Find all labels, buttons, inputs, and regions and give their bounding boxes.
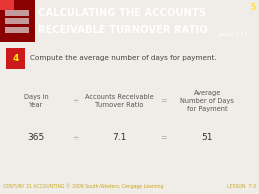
- Text: ÷: ÷: [72, 97, 78, 106]
- Bar: [0, 0, 14, 10]
- Bar: [6, 48, 25, 69]
- Text: RECEIVABLE TURNOVER RATIO: RECEIVABLE TURNOVER RATIO: [38, 25, 208, 35]
- Text: 7.1: 7.1: [112, 133, 126, 142]
- Text: 51: 51: [202, 133, 213, 142]
- Text: Days in
Year: Days in Year: [24, 94, 49, 108]
- Text: ÷: ÷: [72, 133, 78, 142]
- Text: Accounts Receivable
Turnover Ratio: Accounts Receivable Turnover Ratio: [85, 94, 154, 108]
- Text: page 211: page 211: [218, 32, 247, 37]
- Text: Compute the average number of days for payment.: Compute the average number of days for p…: [30, 55, 217, 61]
- Text: Average
Number of Days
for Payment: Average Number of Days for Payment: [180, 90, 234, 112]
- Text: 5: 5: [251, 3, 256, 12]
- Bar: [0, 0, 35, 42]
- Text: CALCULATING THE ACCOUNTS: CALCULATING THE ACCOUNTS: [38, 8, 206, 17]
- Text: LESSON  7-3: LESSON 7-3: [227, 184, 256, 189]
- Text: 365: 365: [28, 133, 45, 142]
- Text: CENTURY 21 ACCOUNTING © 2009 South-Western, Cengage Learning: CENTURY 21 ACCOUNTING © 2009 South-Weste…: [3, 183, 163, 189]
- Bar: [5, 18, 29, 24]
- Text: =: =: [160, 97, 166, 106]
- Bar: [5, 10, 29, 16]
- Text: =: =: [160, 133, 166, 142]
- Bar: [5, 27, 29, 33]
- Text: 4: 4: [12, 54, 18, 63]
